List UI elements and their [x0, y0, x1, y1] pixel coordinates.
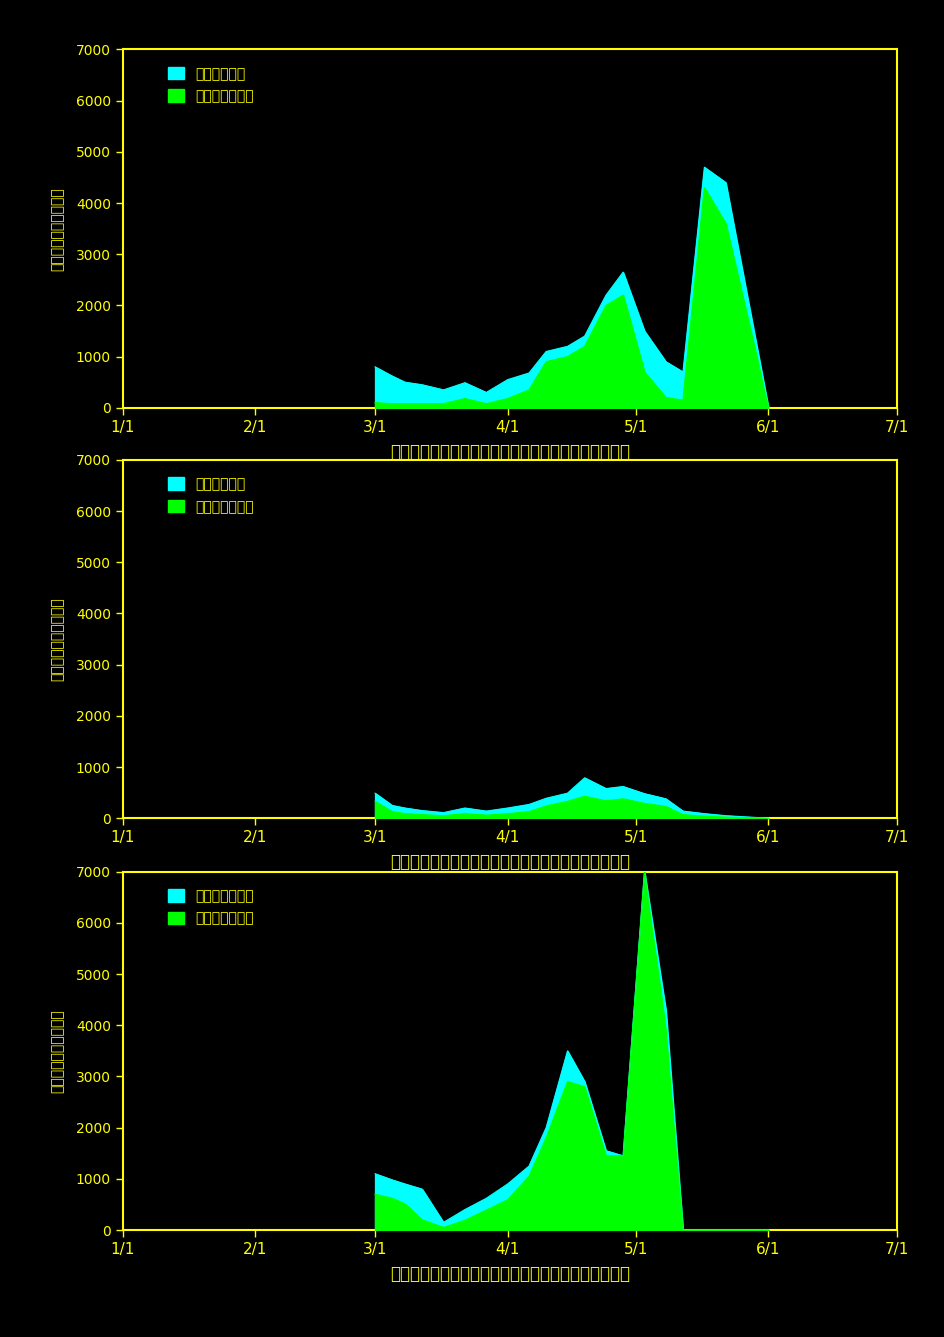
Text: 図　ムラサキイガイ等ラーバの出現数の推移（東湾）: 図 ムラサキイガイ等ラーバの出現数の推移（東湾）	[390, 1265, 630, 1282]
Text: 図　ムラサキイガイ等ラーバの出現数の推移（西湾）: 図 ムラサキイガイ等ラーバの出現数の推移（西湾）	[390, 853, 630, 870]
Y-axis label: 出現数（個体／トン）: 出現数（個体／トン）	[51, 187, 65, 270]
Legend: キヌマトイガイ, キヌマトイガイ: キヌマトイガイ, キヌマトイガイ	[160, 882, 261, 932]
Legend: ムラサキガイ, キヌマトイガイ: ムラサキガイ, キヌマトイガイ	[160, 471, 261, 520]
Y-axis label: 出現数（個体／トン）: 出現数（個体／トン）	[51, 598, 65, 681]
Text: 図　ムラサキイガイ等ラーバの出現数の推移（全湾）: 図 ムラサキイガイ等ラーバの出現数の推移（全湾）	[390, 443, 630, 460]
Legend: ムラサキガイ, キヌマトイガイ: ムラサキガイ, キヌマトイガイ	[160, 60, 261, 110]
Y-axis label: 出現数（個体／トン）: 出現数（個体／トン）	[51, 1009, 65, 1092]
